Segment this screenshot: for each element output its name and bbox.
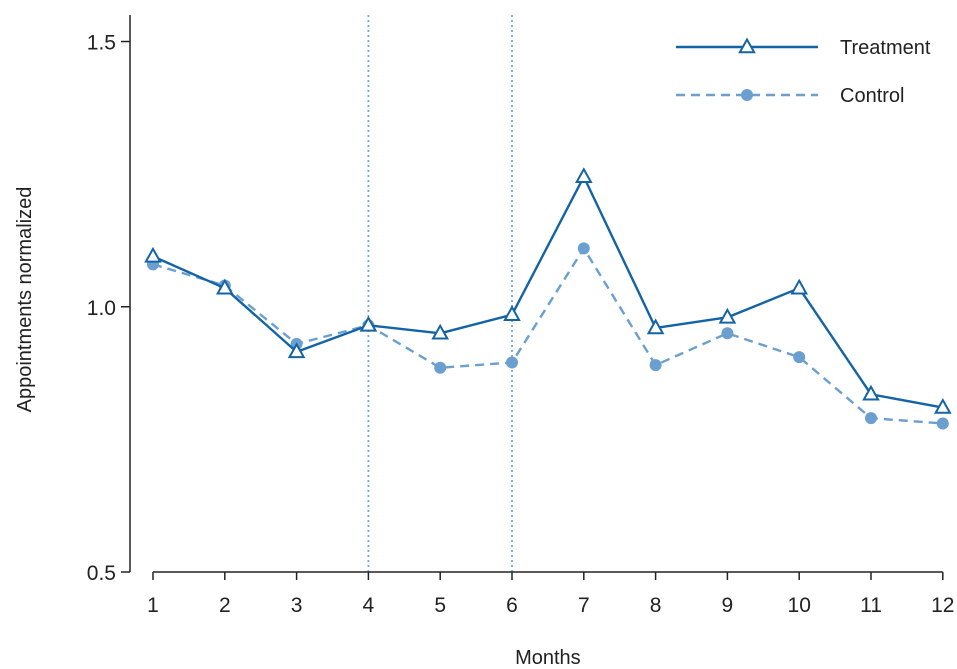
data-point-treatment xyxy=(359,315,378,332)
legend-label-treatment: Treatment xyxy=(840,37,931,59)
series-line-treatment xyxy=(152,175,944,409)
y-tick-label: 1.5 xyxy=(87,32,116,55)
series-treatment xyxy=(144,167,952,414)
x-tick-label: 5 xyxy=(434,594,446,617)
y-tick-label: 0.5 xyxy=(87,562,116,585)
x-tick-label: 4 xyxy=(363,594,375,617)
series-control xyxy=(147,242,949,430)
series-line-control xyxy=(152,247,943,425)
data-point-control xyxy=(793,351,806,364)
data-point-control xyxy=(865,412,877,425)
x-tick-label: 12 xyxy=(931,594,954,617)
data-point-treatment xyxy=(574,167,593,184)
data-point-treatment xyxy=(144,246,162,263)
series-layer xyxy=(144,167,952,430)
data-point-control xyxy=(577,242,590,255)
x-tick-label: 8 xyxy=(650,594,662,617)
x-tick-label: 1 xyxy=(147,594,159,617)
x-tick-label: 2 xyxy=(219,594,231,617)
data-point-treatment xyxy=(790,278,809,295)
x-tick-label: 7 xyxy=(578,594,590,617)
data-point-treatment xyxy=(287,342,306,359)
data-point-treatment xyxy=(431,323,450,340)
legend-label-control: Control xyxy=(840,85,904,107)
data-point-treatment xyxy=(862,384,880,401)
reference-lines xyxy=(367,15,513,572)
data-point-treatment xyxy=(933,398,952,414)
x-tick-label: 6 xyxy=(506,594,518,617)
legend-marker-control xyxy=(741,89,753,101)
data-point-treatment xyxy=(718,307,737,324)
y-tick-label: 1.0 xyxy=(87,297,116,320)
data-point-treatment xyxy=(503,305,521,321)
x-tick-label: 3 xyxy=(291,594,303,617)
legend: Treatment Control xyxy=(676,37,931,107)
x-ticks: 1 2 3 4 5 6 7 8 9 10 11 12 xyxy=(147,572,954,617)
x-axis-title: Months xyxy=(515,647,581,669)
data-point-control xyxy=(721,327,734,340)
data-point-treatment xyxy=(646,318,665,335)
axes xyxy=(129,15,943,573)
data-point-control xyxy=(434,361,447,374)
data-point-control xyxy=(649,359,662,372)
legend-item-control: Control xyxy=(676,85,904,107)
x-tick-label: 9 xyxy=(722,594,734,617)
y-axis-title: Appointments normalized xyxy=(14,187,36,413)
data-point-control xyxy=(506,356,518,369)
x-tick-label: 11 xyxy=(860,594,882,617)
data-point-treatment xyxy=(215,278,234,295)
x-tick-label: 10 xyxy=(788,594,811,617)
legend-marker-treatment xyxy=(738,37,756,54)
y-ticks: 0.5 1.0 1.5 xyxy=(87,32,130,585)
data-point-control xyxy=(936,417,949,430)
legend-item-treatment: Treatment xyxy=(676,37,931,59)
